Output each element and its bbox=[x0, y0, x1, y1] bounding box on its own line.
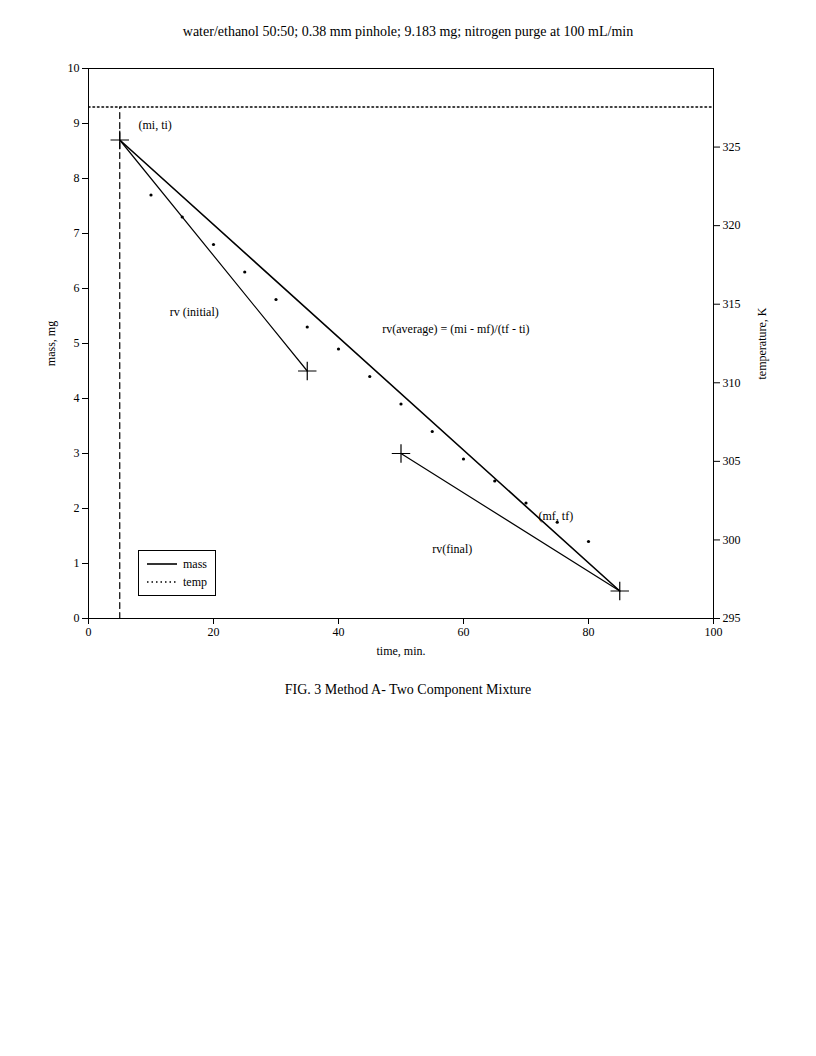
svg-text:rv(final): rv(final) bbox=[432, 542, 472, 556]
svg-text:(mf, tf): (mf, tf) bbox=[539, 509, 574, 523]
svg-text:(mi, ti): (mi, ti) bbox=[139, 118, 172, 132]
svg-text:325: 325 bbox=[723, 140, 741, 154]
svg-text:4: 4 bbox=[74, 391, 80, 405]
svg-text:rv(average) = (mi - mf)/(tf -: rv(average) = (mi - mf)/(tf - ti) bbox=[382, 322, 529, 336]
svg-text:mass, mg: mass, mg bbox=[44, 321, 58, 366]
svg-text:1: 1 bbox=[74, 556, 80, 570]
svg-text:310: 310 bbox=[723, 376, 741, 390]
svg-text:300: 300 bbox=[723, 533, 741, 547]
svg-text:5: 5 bbox=[74, 336, 80, 350]
svg-text:320: 320 bbox=[723, 218, 741, 232]
html-text:temp: temp bbox=[183, 575, 207, 589]
svg-text:rv (initial): rv (initial) bbox=[170, 305, 219, 319]
html-text:FIG. 3 Method A- Two Component: FIG. 3 Method A- Two Component Mixture bbox=[284, 682, 532, 697]
svg-text:315: 315 bbox=[723, 297, 741, 311]
svg-text:temperature, K: temperature, K bbox=[755, 307, 769, 379]
html-text:mass: mass bbox=[183, 557, 207, 571]
svg-text:8: 8 bbox=[74, 171, 80, 185]
html-text:water/ethanol 50:50; 0.38 mm p: water/ethanol 50:50; 0.38 mm pinhole; 9.… bbox=[182, 24, 634, 39]
svg-text:20: 20 bbox=[208, 625, 220, 639]
svg-text:7: 7 bbox=[74, 226, 80, 240]
svg-text:9: 9 bbox=[74, 116, 80, 130]
svg-text:80: 80 bbox=[583, 625, 595, 639]
svg-text:40: 40 bbox=[333, 625, 345, 639]
svg-text:0: 0 bbox=[74, 611, 80, 625]
svg-text:6: 6 bbox=[74, 281, 80, 295]
svg-text:305: 305 bbox=[723, 454, 741, 468]
svg-text:60: 60 bbox=[458, 625, 470, 639]
svg-text:10: 10 bbox=[68, 61, 80, 75]
svg-text:time, min.: time, min. bbox=[377, 644, 426, 658]
svg-text:3: 3 bbox=[74, 446, 80, 460]
svg-text:2: 2 bbox=[74, 501, 80, 515]
svg-text:0: 0 bbox=[86, 625, 92, 639]
svg-text:295: 295 bbox=[723, 611, 741, 625]
svg-text:100: 100 bbox=[705, 625, 723, 639]
